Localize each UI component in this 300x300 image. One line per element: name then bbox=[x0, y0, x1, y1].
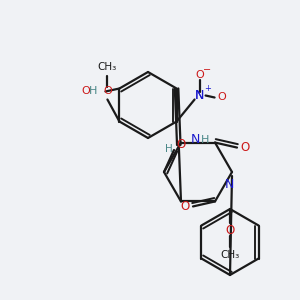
Text: O: O bbox=[180, 200, 190, 213]
Text: CH₃: CH₃ bbox=[220, 250, 240, 260]
Text: N: N bbox=[195, 89, 204, 102]
Text: N: N bbox=[195, 89, 204, 102]
Text: N: N bbox=[190, 133, 200, 146]
Text: −: − bbox=[202, 64, 211, 74]
Text: H: H bbox=[201, 135, 209, 145]
Text: N: N bbox=[224, 178, 234, 190]
Text: O: O bbox=[82, 86, 90, 97]
Text: +: + bbox=[204, 84, 211, 93]
Text: H: H bbox=[89, 86, 98, 97]
Text: O: O bbox=[195, 70, 204, 80]
Text: O: O bbox=[240, 141, 250, 154]
Text: H: H bbox=[165, 144, 173, 154]
Text: CH₃: CH₃ bbox=[98, 61, 117, 71]
Text: O: O bbox=[176, 139, 186, 152]
Text: O: O bbox=[103, 86, 112, 97]
Text: O: O bbox=[225, 224, 235, 238]
Text: O: O bbox=[217, 92, 226, 103]
